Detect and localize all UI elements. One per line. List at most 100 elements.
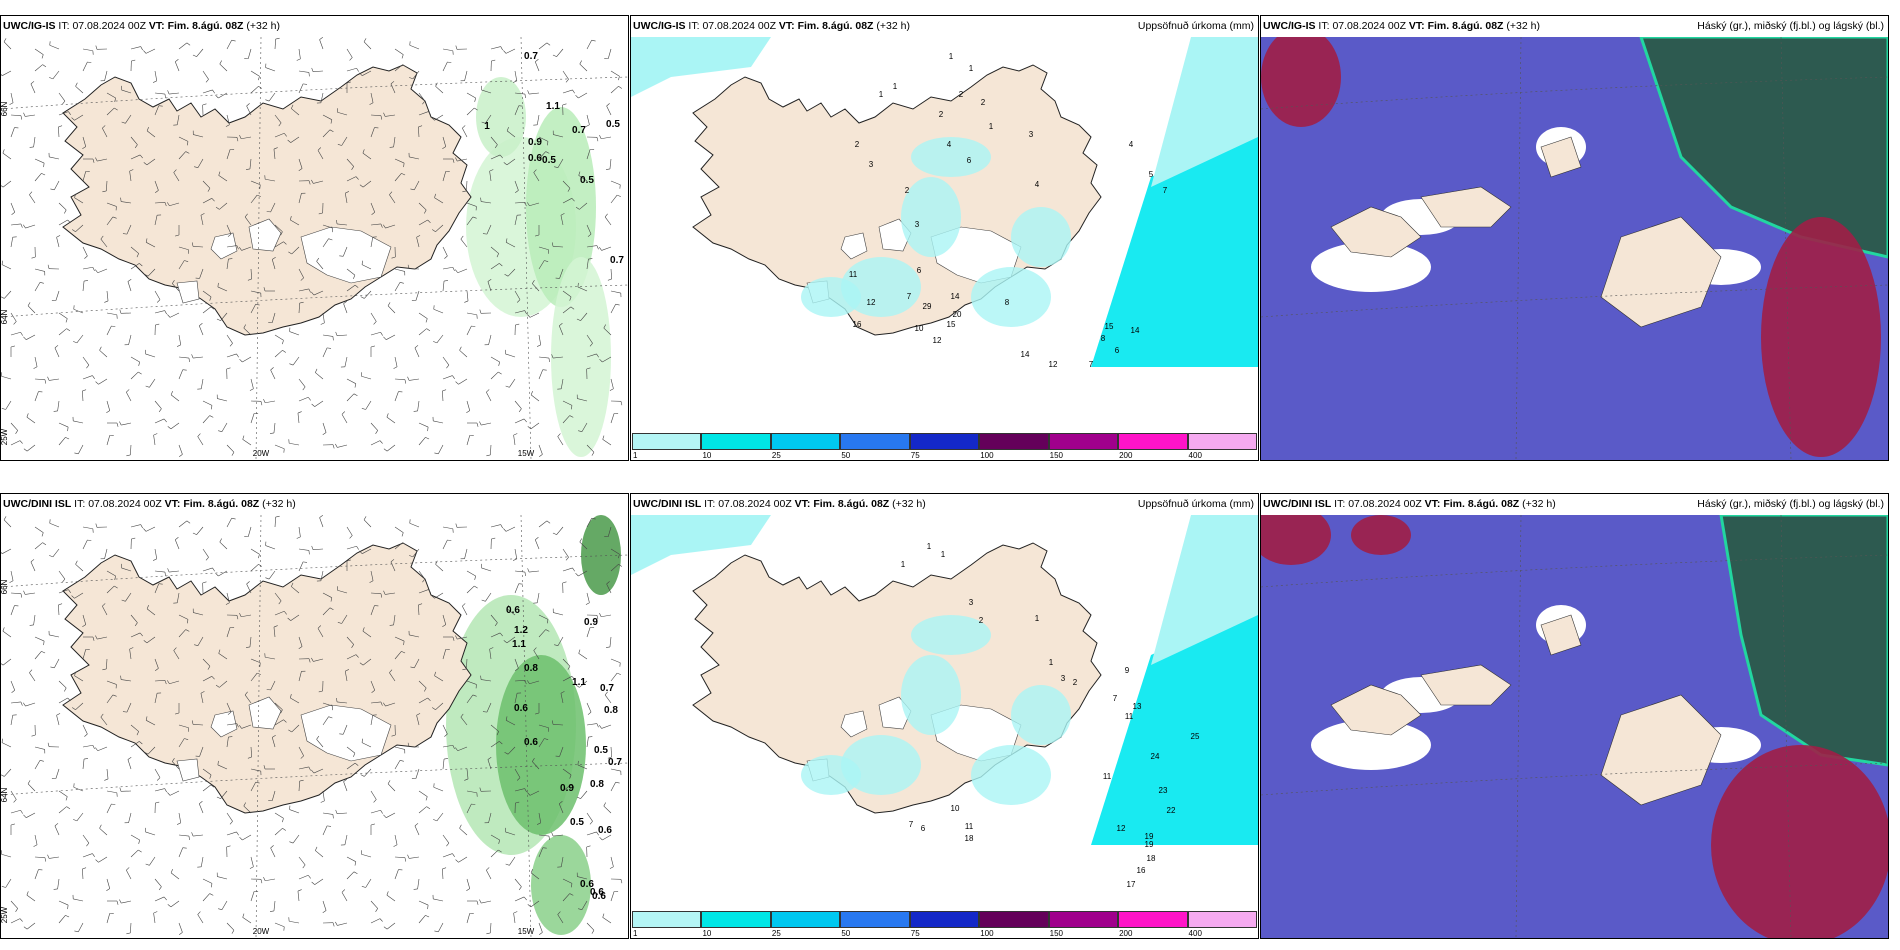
colorbar-swatch [701,911,771,928]
precip-value: 3 [969,598,974,607]
valid-time: Fim. 8.ágú. 08Z [797,20,874,32]
cloud-panel-bottom: UWC/DINI ISL IT: 07.08.2024 00Z VT: Fim.… [1260,493,1889,939]
colorbar-label: 75 [910,451,920,460]
precip-value: 2 [855,140,860,149]
precip-colorbar: 1 10 25 50 75 100 150 200 400 [631,910,1258,938]
precip-value: 17 [1127,880,1136,889]
colorbar-swatch [909,911,980,928]
gust-value: 1.1 [572,677,586,688]
precip-value: 19 [1145,840,1154,849]
gust-value: 1.1 [546,101,560,112]
model-name: UWC/IG-IS [3,20,56,32]
lat-label: 66N [1,579,9,594]
precip-value: 24 [1151,752,1160,761]
lon-label: 20W [253,449,270,458]
lead-time: (+32 h) [1522,498,1556,510]
precip-value: 3 [869,160,874,169]
precip-value: 1 [1049,658,1054,667]
gust-value: 0.8 [604,705,618,716]
precip-value: 10 [915,324,924,333]
colorbar-swatch [632,433,702,450]
precip-value: 12 [933,336,942,345]
cloud-title: Háský (gr.), miðský (fj.bl.) og lágský (… [1697,498,1884,510]
precip-value: 1 [1035,614,1040,623]
precip-value: 15 [1105,322,1114,331]
precip-value: 7 [1113,694,1118,703]
colorbar-swatch [1118,911,1188,928]
precip-value: 5 [1149,170,1154,179]
gust-value: 0.7 [524,51,538,62]
valid-time: Fim. 8.ágú. 08Z [1443,498,1520,510]
precip-value: 1 [941,550,946,559]
colorbar-label: 25 [771,929,781,938]
lat-label: 64N [1,309,9,324]
lat-label: 25W [1,428,9,445]
colorbar-label: 400 [1188,929,1202,938]
gust-value: 0.9 [528,137,542,148]
gust-value: 1 [484,121,490,132]
colorbar-label: 50 [841,929,851,938]
wind-panel-bottom: UWC/DINI ISL IT: 07.08.2024 00Z VT: Fim.… [0,493,629,939]
cloud-map-svg [1261,515,1888,938]
lon-label: 20W [253,927,270,936]
colorbar-label: 10 [702,451,712,460]
precip-value: 7 [909,820,914,829]
colorbar-label: 75 [910,929,920,938]
colorbar-swatch [1187,911,1257,928]
precip-value: 7 [1163,186,1168,195]
valid-time: Fim. 8.ágú. 08Z [1427,20,1504,32]
colorbar-swatch [1187,433,1257,450]
precip-value: 6 [921,824,926,833]
colorbar-swatch [909,433,980,450]
colorbar-swatch [979,433,1049,450]
precip-value: 1 [989,122,994,131]
precip-panel-top: UWC/IG-IS IT: 07.08.2024 00Z VT: Fim. 8.… [630,15,1259,461]
lat-label: 66N [1,101,9,116]
precip-value: 19 [1145,832,1154,841]
colorbar-swatch [632,911,702,928]
panel-header: UWC/IG-IS IT: 07.08.2024 00Z VT: Fim. 8.… [631,16,1258,37]
precip-panel-bottom: UWC/DINI ISL IT: 07.08.2024 00Z VT: Fim.… [630,493,1259,939]
gust-value: 0.6 [506,605,520,616]
gust-value: 0.5 [606,119,620,130]
precip-value: 11 [1103,772,1112,781]
precip-value: 12 [1049,360,1058,369]
colorbar-label: 400 [1188,451,1202,460]
cloud-map [1261,515,1888,938]
gust-value: 0.6 [590,887,604,898]
precip-value: 9 [1125,666,1130,675]
init-time: 07.08.2024 00Z [72,20,146,32]
precip-value: 7 [907,292,912,301]
colorbar-label: 100 [980,451,994,460]
precip-value: 16 [1137,866,1146,875]
precip-value: 11 [849,270,858,279]
init-time: 07.08.2024 00Z [702,20,776,32]
precip-value: 4 [1129,140,1134,149]
model-name: UWC/IG-IS [633,20,686,32]
wind-map: 66N 64N 25W 20W 15W 0.7 1.1 1 0.7 0.5 0.9 0.6 0.5 0.5… [1,37,628,460]
precip-value: 12 [867,298,876,307]
colorbar-label: 150 [1049,929,1064,938]
precip-value: 2 [905,186,910,195]
model-name: UWC/DINI ISL [3,498,72,510]
gust-value: 0.6 [514,703,528,714]
model-name: UWC/IG-IS [1263,20,1316,32]
gust-value: 0.6 [528,153,542,164]
precip-value: 11 [1125,712,1134,721]
init-time: 07.08.2024 00Z [1332,20,1406,32]
colorbar-swatch [1048,911,1119,928]
colorbar-boxes [632,911,1257,928]
precip-value: 18 [965,834,974,843]
precip-value: 25 [1191,732,1200,741]
gust-value: 0.6 [580,879,594,890]
gust-value: 0.7 [600,683,614,694]
gust-value: 0.5 [570,817,584,828]
precip-value: 4 [1249,515,1254,517]
precip-title: Uppsöfnuð úrkoma (mm) [1137,498,1254,510]
precip-value: 2 [939,110,944,119]
gust-value: 0.7 [610,255,624,266]
